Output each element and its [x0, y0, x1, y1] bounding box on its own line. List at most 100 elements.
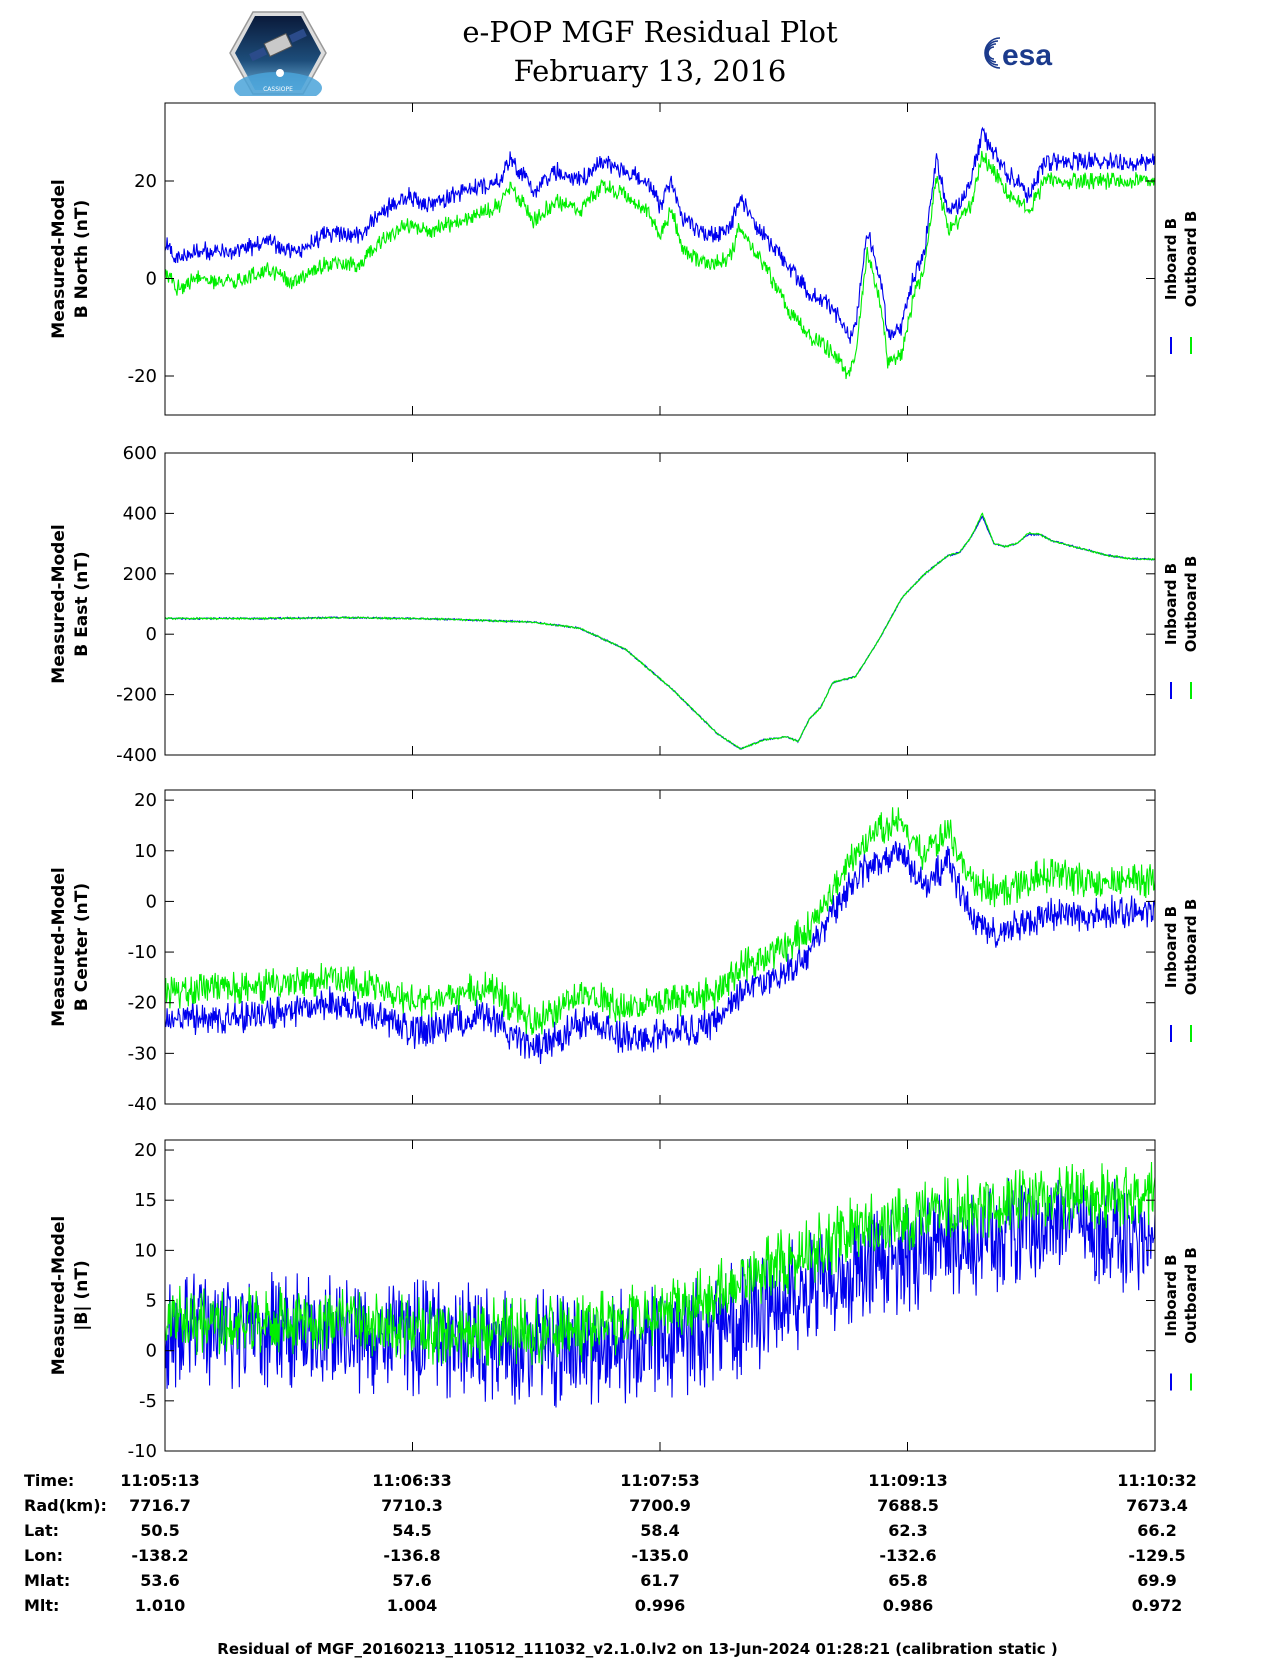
series-line-outboard-b: [165, 512, 1155, 750]
ephemeris-row-label: Time:: [24, 1471, 74, 1490]
legend: Inboard B Outboard B: [1162, 211, 1200, 354]
y-tick-label: 20: [134, 790, 157, 811]
cassiope-mission-logo: CASSIOPE: [229, 11, 327, 96]
plot-date: February 13, 2016: [513, 54, 787, 88]
y-tick-label: 20: [134, 1140, 157, 1161]
y-tick-label: 20: [134, 171, 157, 192]
ephemeris-row-label: Lon:: [24, 1546, 63, 1565]
legend-label: Outboard B: [1182, 211, 1200, 308]
ephemeris-row-label: Lat:: [24, 1521, 59, 1540]
y-axis-label: |B| (nT): [72, 1260, 92, 1331]
y-tick-label: 15: [134, 1190, 157, 1211]
y-tick-label: -10: [128, 942, 157, 963]
y-axis-label: B Center (nT): [72, 883, 92, 1011]
legend-label: Inboard B: [1162, 906, 1180, 988]
ephemeris-cell: -132.6: [879, 1546, 936, 1565]
y-tick-label: 10: [134, 841, 157, 862]
y-axis-label: Measured-Model: [49, 1216, 69, 1375]
ephemeris-cell: 11:10:32: [1117, 1471, 1197, 1490]
ephemeris-cell: 11:09:13: [868, 1471, 948, 1490]
y-axis-label: Measured-Model: [49, 179, 69, 338]
series-line-outboard-b: [165, 1161, 1155, 1366]
ephemeris-cell: 53.6: [140, 1571, 179, 1590]
legend-label: Inboard B: [1162, 1254, 1180, 1336]
ephemeris-cell: -129.5: [1128, 1546, 1185, 1565]
y-tick-label: 200: [123, 564, 157, 585]
ephemeris-cell: 7700.9: [629, 1496, 691, 1515]
y-tick-label: -30: [128, 1043, 157, 1064]
series-line-inboard-b: [165, 126, 1155, 344]
y-axis-label: B East (nT): [72, 551, 92, 656]
ephemeris-cell: 61.7: [640, 1571, 679, 1590]
y-tick-label: 10: [134, 1240, 157, 1261]
legend: Inboard B Outboard B: [1162, 556, 1200, 699]
y-tick-label: 400: [123, 503, 157, 524]
ephemeris-cell: 11:07:53: [620, 1471, 700, 1490]
series-line-outboard-b: [165, 150, 1155, 380]
ephemeris-cell: 7710.3: [381, 1496, 443, 1515]
ephemeris-cell: 11:05:13: [120, 1471, 200, 1490]
ephemeris-cell: 7688.5: [877, 1496, 939, 1515]
plot-frame: [164, 789, 1156, 1105]
series-line-inboard-b: [165, 841, 1155, 1065]
ephemeris-cell: 7716.7: [129, 1496, 191, 1515]
ephemeris-table: Time: Rad(km): Lat: Lon: Mlat: Mlt: 11:05:13 77…: [24, 1471, 1197, 1615]
panel-2: -400 -200 0 200 400 600 Measured-Model B East (…: [49, 443, 1200, 766]
plot-title: e-POP MGF Residual Plot: [462, 15, 838, 49]
y-tick-label: -10: [128, 1441, 157, 1462]
ephemeris-cell: -138.2: [131, 1546, 188, 1565]
y-tick-label: 0: [146, 1341, 157, 1362]
legend-label: Inboard B: [1162, 563, 1180, 645]
y-axis-label: Measured-Model: [49, 524, 69, 683]
y-tick-label: -5: [139, 1391, 157, 1412]
ephemeris-row-label: Mlat:: [24, 1571, 70, 1590]
ephemeris-cell: 0.996: [635, 1596, 686, 1615]
ephemeris-cell: 66.2: [1137, 1521, 1176, 1540]
ephemeris-cell: 57.6: [392, 1571, 431, 1590]
ephemeris-row-label: Mlt:: [24, 1596, 59, 1615]
ephemeris-cell: 58.4: [640, 1521, 679, 1540]
ephemeris-cell: 7673.4: [1126, 1496, 1188, 1515]
ephemeris-cell: 0.972: [1132, 1596, 1183, 1615]
legend-label: Outboard B: [1182, 899, 1200, 996]
y-tick-label: -400: [116, 745, 157, 766]
ephemeris-cell: 1.004: [387, 1596, 438, 1615]
ephemeris-cell: 0.986: [883, 1596, 934, 1615]
esa-logo: esa: [984, 37, 1052, 72]
logo-left-text: CASSIOPE: [263, 86, 293, 93]
y-tick-label: -200: [116, 685, 157, 706]
ephemeris-cell: 62.3: [888, 1521, 927, 1540]
legend: Inboard B Outboard B: [1162, 1247, 1200, 1391]
y-tick-label: 0: [146, 269, 157, 290]
y-tick-label: -40: [128, 1094, 157, 1115]
plot-frame: [164, 1139, 1156, 1452]
ephemeris-cell: 11:06:33: [372, 1471, 452, 1490]
footer-caption: Residual of MGF_20160213_110512_111032_v…: [217, 1640, 1058, 1658]
ephemeris-cell: 65.8: [888, 1571, 927, 1590]
y-tick-label: 600: [123, 443, 157, 464]
plot-frame: [164, 452, 1156, 756]
y-tick-label: 5: [146, 1291, 157, 1312]
y-tick-label: -20: [128, 993, 157, 1014]
esa-logo-text: esa: [1002, 39, 1052, 72]
y-tick-label: 0: [146, 624, 157, 645]
series-line-outboard-b: [165, 807, 1155, 1035]
legend: Inboard B Outboard B: [1162, 899, 1200, 1042]
y-tick-label: 0: [146, 891, 157, 912]
series-line-inboard-b: [165, 515, 1155, 750]
panel-1: -20 0 20 Measured-Model B North (nT) Inboard …: [49, 102, 1200, 416]
legend-label: Inboard B: [1162, 218, 1180, 300]
ephemeris-cell: -136.8: [383, 1546, 440, 1565]
ephemeris-cell: 54.5: [392, 1521, 431, 1540]
y-tick-label: -20: [128, 366, 157, 387]
ephemeris-cell: -135.0: [631, 1546, 688, 1565]
legend-label: Outboard B: [1182, 556, 1200, 653]
panel-3: -40 -30 -20 -10 0 10 20 Measured-Model B Center …: [49, 789, 1200, 1115]
legend-label: Outboard B: [1182, 1247, 1200, 1344]
ephemeris-row-label: Rad(km):: [24, 1496, 107, 1515]
y-axis-label: Measured-Model: [49, 867, 69, 1026]
y-axis-label: B North (nT): [72, 200, 92, 319]
ephemeris-cell: 50.5: [140, 1521, 179, 1540]
ephemeris-cell: 69.9: [1137, 1571, 1176, 1590]
